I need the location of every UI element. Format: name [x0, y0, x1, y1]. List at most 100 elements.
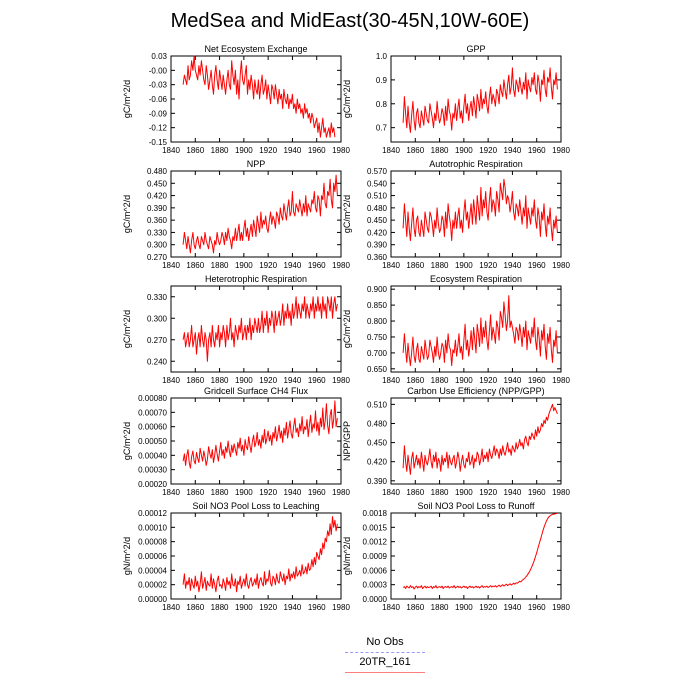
x-tick-label: 1860	[186, 261, 204, 270]
y-tick-label: 0.900	[367, 285, 388, 294]
plot-frame	[390, 55, 562, 143]
x-tick-label: 1960	[528, 488, 546, 497]
y-tick-label: 0.390	[147, 204, 168, 213]
plot-frame	[170, 170, 342, 258]
y-tick-label: 0.00030	[138, 466, 167, 475]
x-tick-label: 1840	[382, 376, 400, 385]
x-tick-label: 1880	[431, 146, 449, 155]
series-line	[182, 174, 338, 254]
y-axis-label: gN/m^2/d	[122, 537, 132, 575]
x-tick-label: 1960	[308, 261, 326, 270]
y-tick-label: 0.00002	[138, 581, 167, 590]
y-tick-label: 0.0000	[363, 595, 388, 604]
series-line	[182, 400, 338, 469]
y-axis-label: gN/m^2/d	[342, 537, 352, 575]
x-tick-label: 1920	[479, 261, 497, 270]
x-tick-label: 1900	[235, 603, 253, 612]
x-tick-label: 1960	[308, 603, 326, 612]
panel-title: NPP	[247, 159, 266, 169]
y-tick-label: 0.570	[367, 167, 388, 176]
panel-title: Autotrophic Respiration	[429, 159, 523, 169]
panel-title: Ecosystem Respiration	[430, 274, 522, 284]
panel-title: GPP	[466, 44, 485, 54]
y-tick-label: -0.12	[149, 124, 168, 133]
y-tick-label: 0.700	[367, 349, 388, 358]
x-tick-label: 1940	[284, 261, 302, 270]
x-tick-label: 1900	[455, 488, 473, 497]
y-tick-label: -0.03	[149, 81, 168, 90]
x-tick-label: 1880	[431, 603, 449, 612]
x-tick-label: 1880	[211, 376, 229, 385]
figure-title: MedSea and MidEast(30-45N,10W-60E)	[170, 10, 530, 32]
series-line	[402, 403, 558, 475]
x-tick-label: 1900	[235, 376, 253, 385]
legend-label-no-obs: No Obs	[366, 636, 404, 648]
y-axis-label: gC/m^2/d	[342, 195, 352, 233]
x-tick-label: 1840	[382, 261, 400, 270]
y-tick-label: 0.00060	[138, 423, 167, 432]
x-tick-label: 1940	[504, 603, 522, 612]
x-tick-label: 1920	[259, 261, 277, 270]
x-tick-label: 1980	[332, 376, 350, 385]
x-tick-label: 1860	[406, 146, 424, 155]
x-tick-label: 1900	[455, 146, 473, 155]
x-tick-label: 1940	[284, 603, 302, 612]
x-tick-label: 1940	[284, 488, 302, 497]
plot-frame	[170, 55, 342, 143]
y-tick-label: 0.00070	[138, 408, 167, 417]
chart-panel: Autotrophic Respiration gC/m^2/d 1840 1860 1…	[342, 159, 570, 270]
y-tick-label: 0.360	[367, 253, 388, 262]
y-tick-label: 0.480	[147, 167, 168, 176]
x-tick-label: 1860	[406, 261, 424, 270]
y-tick-label: 0.00080	[138, 394, 167, 403]
y-tick-label: 0.390	[367, 477, 388, 486]
series-line	[402, 513, 558, 590]
chart-panel: Carbon Use Efficiency (NPP/GPP) NPP/GPP 18…	[342, 386, 570, 497]
x-tick-label: 1920	[259, 488, 277, 497]
legend-label-20tr-161: 20TR_161	[359, 656, 411, 668]
x-tick-label: 1900	[455, 261, 473, 270]
x-tick-label: 1960	[528, 603, 546, 612]
panel-title: Net Ecosystem Exchange	[204, 44, 307, 54]
x-tick-label: 1840	[162, 146, 180, 155]
x-tick-label: 1880	[211, 146, 229, 155]
x-tick-label: 1960	[308, 376, 326, 385]
y-axis-label: gC/m^2/d	[122, 310, 132, 348]
x-tick-label: 1840	[162, 376, 180, 385]
chart-panel: Ecosystem Respiration gC/m^2/d 1840 1860 188…	[342, 274, 570, 385]
x-tick-label: 1840	[162, 488, 180, 497]
x-tick-label: 1900	[235, 261, 253, 270]
x-tick-label: 1840	[162, 261, 180, 270]
x-tick-label: 1960	[308, 146, 326, 155]
x-tick-label: 1960	[528, 376, 546, 385]
x-tick-label: 1900	[455, 376, 473, 385]
x-tick-label: 1980	[332, 146, 350, 155]
y-tick-label: 0.0015	[363, 523, 388, 532]
plot-frame	[390, 285, 562, 373]
x-tick-label: 1980	[332, 261, 350, 270]
panel-title: Soil NO3 Pool Loss to Runoff	[418, 501, 535, 511]
x-tick-label: 1860	[186, 376, 204, 385]
chart-panel: Soil NO3 Pool Loss to Leaching gN/m^2/d 18…	[122, 501, 350, 612]
y-tick-label: 0.480	[367, 204, 388, 213]
y-tick-label: 0.450	[147, 179, 168, 188]
x-tick-label: 1920	[259, 603, 277, 612]
y-tick-label: 0.03	[151, 52, 167, 61]
y-tick-label: 0.450	[367, 216, 388, 225]
y-tick-label: 0.00008	[138, 538, 167, 547]
y-tick-label: 0.0009	[363, 552, 388, 561]
legend-line-20tr-161	[345, 672, 425, 673]
y-tick-label: 0.270	[147, 253, 168, 262]
x-tick-label: 1900	[235, 146, 253, 155]
x-tick-label: 1880	[431, 261, 449, 270]
x-tick-label: 1940	[504, 146, 522, 155]
x-tick-label: 1960	[528, 146, 546, 155]
x-tick-label: 1980	[552, 603, 570, 612]
y-tick-label: -0.15	[149, 138, 168, 147]
x-tick-label: 1840	[162, 603, 180, 612]
y-tick-label: 0.00050	[138, 437, 167, 446]
y-tick-label: 0.540	[367, 179, 388, 188]
plot-frame	[390, 397, 562, 485]
y-tick-label: 0.0018	[363, 509, 388, 518]
